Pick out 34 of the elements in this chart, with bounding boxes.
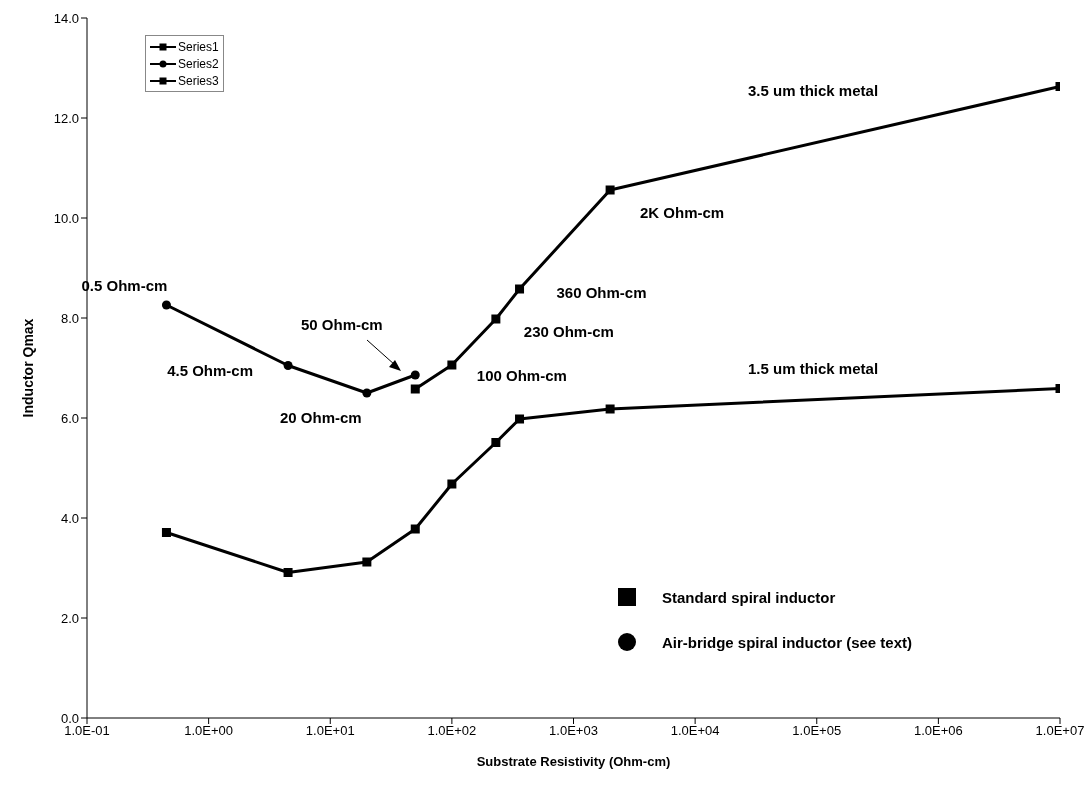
- annotation: 50 Ohm-cm: [301, 316, 383, 333]
- annotation: 4.5 Ohm-cm: [167, 362, 254, 379]
- y-tick-label: 0.0: [60, 710, 79, 726]
- y-tick-label: 12.0: [53, 110, 79, 126]
- x-tick-label: 1.0E+04: [670, 723, 720, 739]
- annotation: 360 Ohm-cm: [556, 283, 647, 301]
- legend-label: Series2: [178, 56, 219, 71]
- annotation: 0.5 Ohm-cm: [81, 276, 168, 294]
- x-tick-label: 1.0E+01: [305, 723, 355, 739]
- x-tick-label: 1.0E+03: [549, 723, 598, 739]
- annotation: 1.5 um thick metal: [748, 360, 879, 377]
- annotation: 3.5 um thick metal: [748, 82, 879, 99]
- y-tick-label: 6.0: [60, 410, 79, 426]
- x-tick-label: 1.0E+05: [792, 723, 842, 739]
- annotation: 2K Ohm-cm: [640, 203, 725, 221]
- x-tick-label: 1.0E+07: [1035, 723, 1085, 739]
- y-tick-label: 4.0: [60, 510, 79, 526]
- annotation: Standard spiral inductor: [662, 588, 836, 606]
- legend-label: Series3: [178, 73, 219, 88]
- y-tick-label: 8.0: [60, 310, 79, 326]
- x-axis-title: Substrate Resistivity (Ohm-cm): [476, 754, 671, 769]
- x-tick-label: 1.0E+06: [913, 723, 963, 739]
- annotation: 100 Ohm-cm: [476, 366, 567, 384]
- y-tick-label: 2.0: [60, 610, 79, 626]
- legend-label: Series1: [178, 39, 219, 54]
- annotation: Air-bridge spiral inductor (see text): [662, 633, 913, 651]
- x-tick-label: 1.0E+02: [427, 723, 477, 739]
- y-axis-title: Inductor Qmax: [19, 318, 36, 418]
- x-tick-label: 1.0E+00: [184, 723, 234, 739]
- x-tick-label: 1.0E-01: [64, 723, 110, 739]
- y-tick-label: 14.0: [53, 10, 79, 26]
- annotation: 230 Ohm-cm: [523, 322, 614, 340]
- y-tick-label: 10.0: [53, 210, 79, 226]
- annotation: 20 Ohm-cm: [280, 408, 362, 426]
